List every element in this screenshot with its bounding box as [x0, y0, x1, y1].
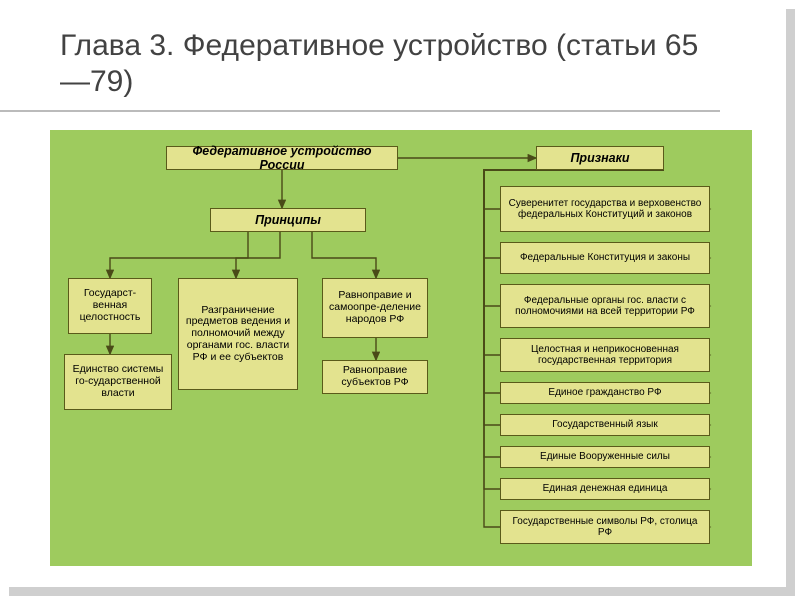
diagram-box-f8: Единая денежная единица: [500, 478, 710, 500]
slide: Глава 3. Федеративное устройство (статьи…: [0, 0, 800, 600]
diagram-box-f2: Федеральные Конституция и законы: [500, 242, 710, 274]
diagram-canvas: Федеративное устройство России Признаки Пр…: [50, 130, 752, 566]
diagram-box-f3: Федеральные органы гос. власти с полномо…: [500, 284, 710, 328]
diagram-box-p1: Государст-венная целостность: [68, 278, 152, 334]
diagram-box-p5: Равноправие субъектов РФ: [322, 360, 428, 394]
diagram-box-f5: Единое гражданство РФ: [500, 382, 710, 404]
arrow-2: [110, 232, 248, 278]
diagram-box-p3: Разграничение предметов ведения и полном…: [178, 278, 298, 390]
diagram-box-p4: Равноправие и самоопре-деление народов Р…: [322, 278, 428, 338]
diagram-box-f9: Государственные символы РФ, столица РФ: [500, 510, 710, 544]
arrow-4: [312, 232, 376, 278]
diagram-box-principles: Принципы: [210, 208, 366, 232]
diagram-box-features: Признаки: [536, 146, 664, 170]
diagram-box-f1: Суверенитет государства и верховенство ф…: [500, 186, 710, 232]
diagram-box-root: Федеративное устройство России: [166, 146, 398, 170]
diagram-box-f4: Целостная и неприкосновенная государстве…: [500, 338, 710, 372]
arrow-3: [236, 232, 280, 278]
diagram-box-p2: Единство системы го-сударственной власти: [64, 354, 172, 410]
diagram-box-f6: Государственный язык: [500, 414, 710, 436]
title-container: Глава 3. Федеративное устройство (статьи…: [0, 0, 720, 112]
slide-title: Глава 3. Федеративное устройство (статьи…: [60, 28, 720, 100]
diagram-box-f7: Единые Вооруженные силы: [500, 446, 710, 468]
slide-shadow-right: [786, 9, 795, 589]
slide-shadow-bottom: [9, 587, 795, 596]
